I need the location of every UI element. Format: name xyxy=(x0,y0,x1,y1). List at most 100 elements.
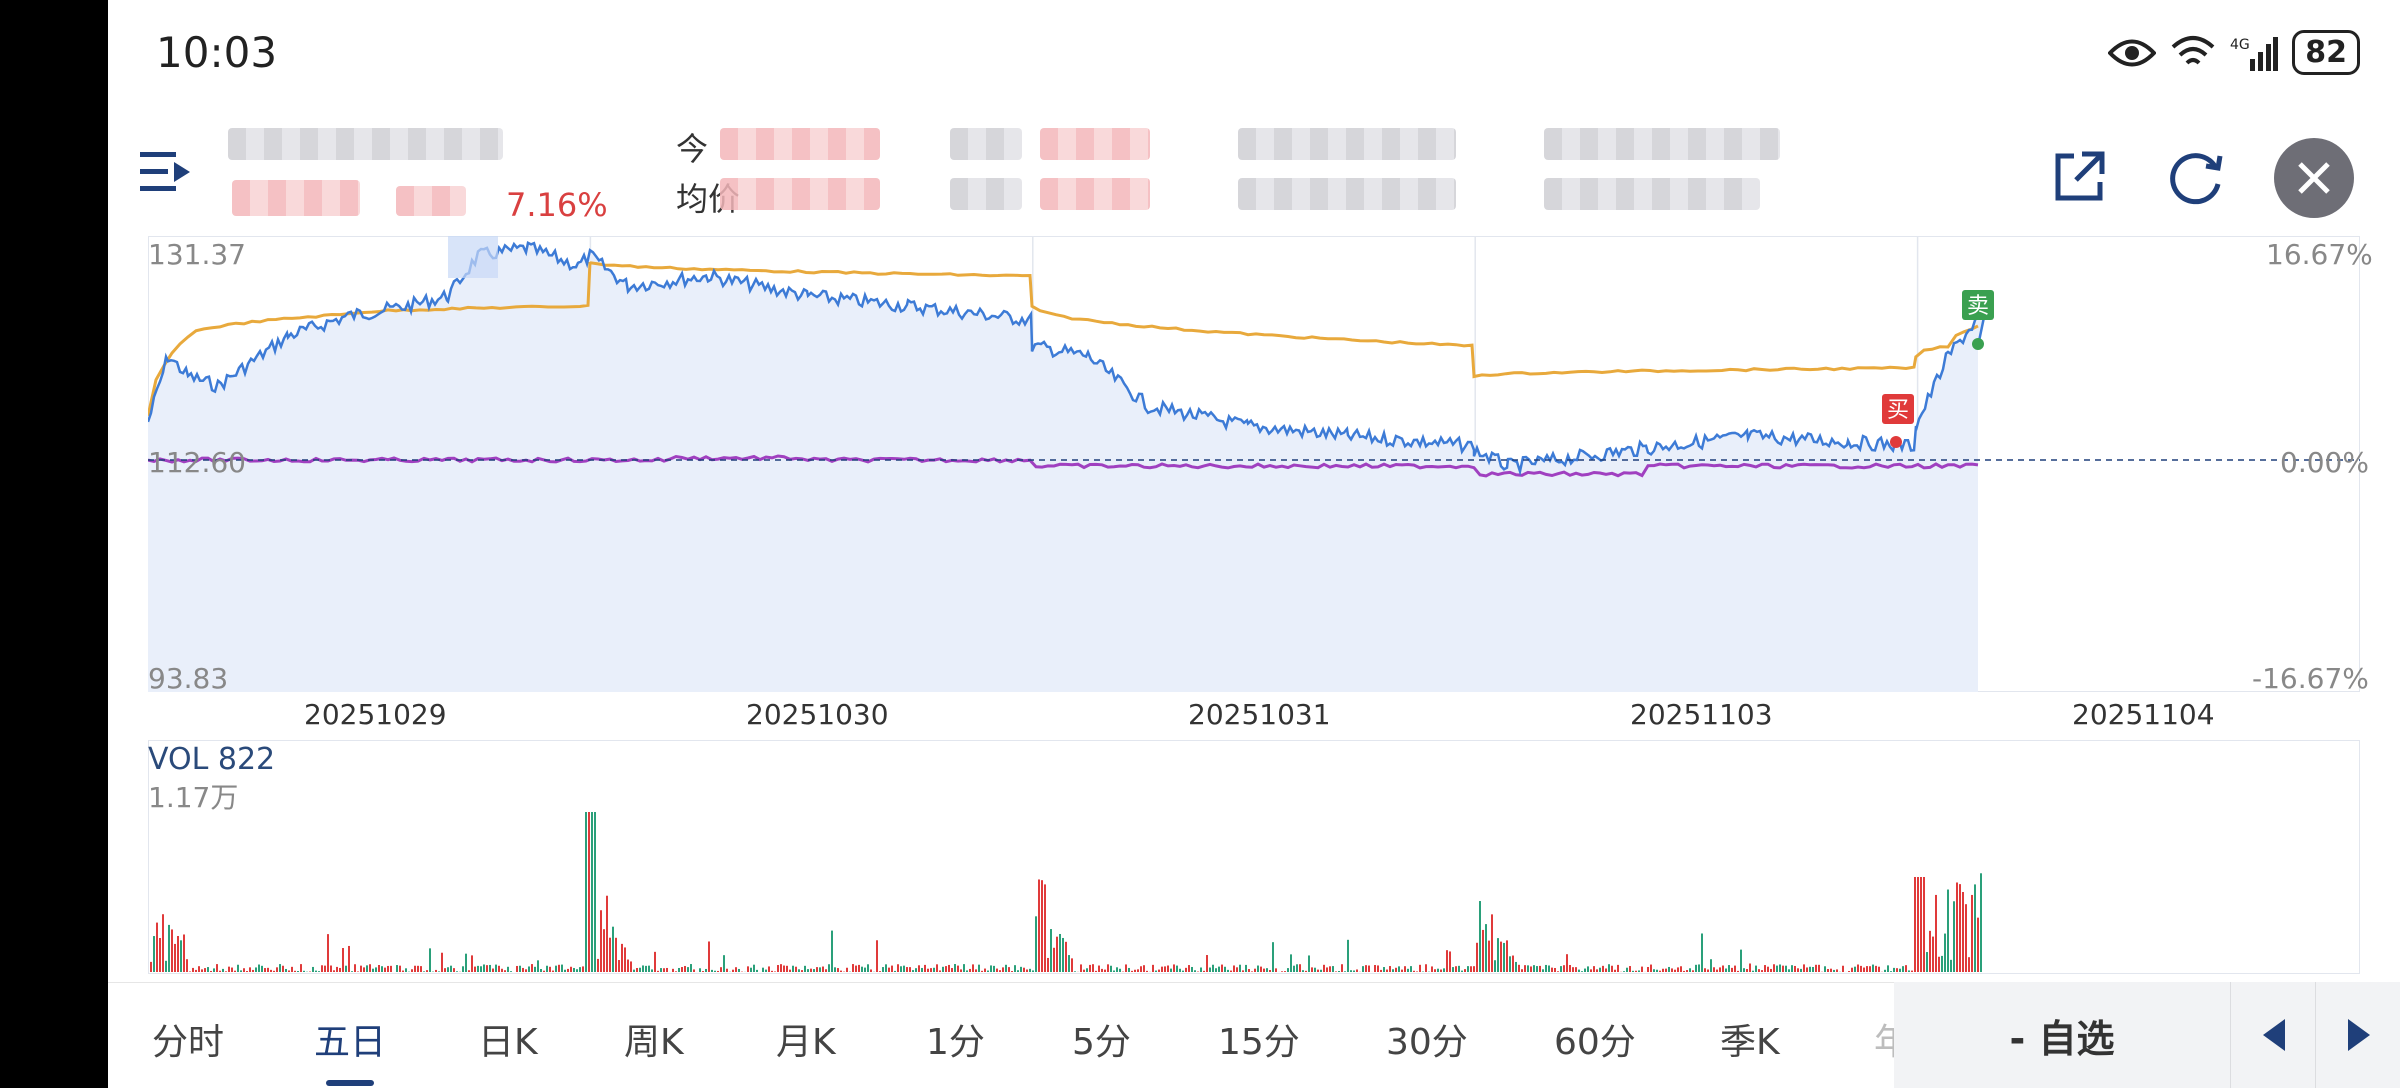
close-button[interactable] xyxy=(2274,138,2354,218)
volume-chart[interactable] xyxy=(148,740,2360,974)
volume-bar xyxy=(1230,971,1232,972)
volume-bar xyxy=(351,971,353,972)
volume-bar xyxy=(906,967,908,972)
volume-bar xyxy=(1026,969,1028,972)
volume-bar xyxy=(789,970,791,972)
next-stock-button[interactable] xyxy=(2315,982,2400,1088)
triangle-right-icon xyxy=(2346,1017,2372,1053)
volume-bar xyxy=(264,968,266,972)
volume-bar xyxy=(912,970,914,972)
volume-bar xyxy=(1008,967,1010,972)
tab-15min[interactable]: 15分 xyxy=(1218,1013,1300,1065)
volume-bar xyxy=(945,966,947,972)
volume-bar xyxy=(1851,968,1853,972)
volume-bar xyxy=(261,966,263,972)
volume-bar xyxy=(1641,967,1643,972)
volume-bar xyxy=(783,966,785,972)
volume-bar xyxy=(702,971,704,972)
eye-icon xyxy=(2108,36,2156,70)
volume-bar xyxy=(240,970,242,972)
tab-1min[interactable]: 1分 xyxy=(926,1013,985,1065)
volume-bar xyxy=(975,969,977,972)
tab-intraday[interactable]: 分时 xyxy=(152,1013,224,1065)
volume-bar xyxy=(1185,968,1187,972)
volume-bar xyxy=(654,952,656,972)
volume-bar xyxy=(204,968,206,972)
volume-bar xyxy=(1542,969,1544,972)
volume-bar xyxy=(939,970,941,972)
volume-bar xyxy=(966,970,968,972)
share-external-icon[interactable] xyxy=(2050,148,2108,206)
volume-bar xyxy=(786,966,788,972)
volume-bar xyxy=(294,971,296,972)
tab-daily-k[interactable]: 日K xyxy=(478,1013,538,1065)
volume-bar xyxy=(1446,950,1448,972)
volume-bar xyxy=(1020,967,1022,972)
volume-bar xyxy=(414,966,416,972)
volume-bar xyxy=(1635,971,1637,972)
tab-30min[interactable]: 30分 xyxy=(1386,1013,1468,1065)
volume-bar xyxy=(1449,951,1451,972)
volume-bar xyxy=(423,971,425,972)
menu-collapse-icon[interactable] xyxy=(138,148,192,196)
volume-bar xyxy=(834,967,836,972)
volume-bar xyxy=(882,967,884,972)
volume-bar xyxy=(804,966,806,972)
volume-bar xyxy=(1773,964,1775,972)
volume-bar xyxy=(957,966,959,972)
volume-bar xyxy=(348,946,350,972)
volume-bar xyxy=(1518,965,1520,972)
volume-bar xyxy=(747,966,749,972)
remove-favorite-button[interactable]: - 自选 xyxy=(1894,982,2230,1088)
volume-bar xyxy=(870,969,872,972)
svg-text:4G: 4G xyxy=(2230,37,2250,53)
volume-bar xyxy=(1926,952,1928,972)
volume-bar xyxy=(753,965,755,972)
volume-bar xyxy=(1587,966,1589,972)
volume-bar xyxy=(1938,957,1940,972)
volume-bar xyxy=(633,970,635,972)
tab-60min[interactable]: 60分 xyxy=(1554,1013,1636,1065)
tab-weekly-k[interactable]: 周K xyxy=(624,1013,684,1065)
volume-bar xyxy=(1506,940,1508,972)
volume-bar xyxy=(1332,966,1334,972)
volume-bar xyxy=(963,964,965,972)
volume-bar xyxy=(1902,966,1904,972)
refresh-icon[interactable] xyxy=(2166,148,2226,206)
volume-bar xyxy=(996,969,998,972)
volume-bar xyxy=(687,967,689,972)
prev-stock-button[interactable] xyxy=(2230,982,2316,1088)
volume-bar xyxy=(1161,967,1163,972)
volume-bar xyxy=(1134,970,1136,972)
volume-bar xyxy=(315,971,317,972)
price-chart[interactable]: 买 卖 xyxy=(148,236,2360,692)
volume-bar xyxy=(1710,959,1712,972)
volume-bar xyxy=(561,965,563,972)
volume-bar xyxy=(999,970,1001,972)
volume-bar xyxy=(1251,971,1253,972)
volume-bar xyxy=(1038,879,1040,972)
tab-five-day[interactable]: 五日 xyxy=(314,1013,386,1065)
volume-bar xyxy=(1221,965,1223,972)
volume-bar xyxy=(192,968,194,972)
volume-bar xyxy=(1887,965,1889,972)
volume-bar xyxy=(150,962,152,972)
volume-bar xyxy=(1494,960,1496,972)
volume-bar xyxy=(678,968,680,972)
volume-bar xyxy=(1173,964,1175,972)
volume-bar xyxy=(891,966,893,972)
volume-bar xyxy=(858,965,860,972)
volume-bar xyxy=(612,927,614,972)
volume-bar xyxy=(342,948,344,972)
volume-bar xyxy=(1113,971,1115,972)
tab-5min[interactable]: 5分 xyxy=(1072,1013,1131,1065)
volume-bar xyxy=(1749,964,1751,972)
volume-bar xyxy=(1521,969,1523,972)
volume-bar xyxy=(228,967,230,972)
volume-bar xyxy=(231,968,233,972)
tab-quarterly-k[interactable]: 季K xyxy=(1720,1013,1780,1065)
volume-bar xyxy=(555,966,557,972)
volume-bar xyxy=(951,968,953,972)
tab-monthly-k[interactable]: 月K xyxy=(776,1013,836,1065)
volume-bar xyxy=(1065,942,1067,972)
